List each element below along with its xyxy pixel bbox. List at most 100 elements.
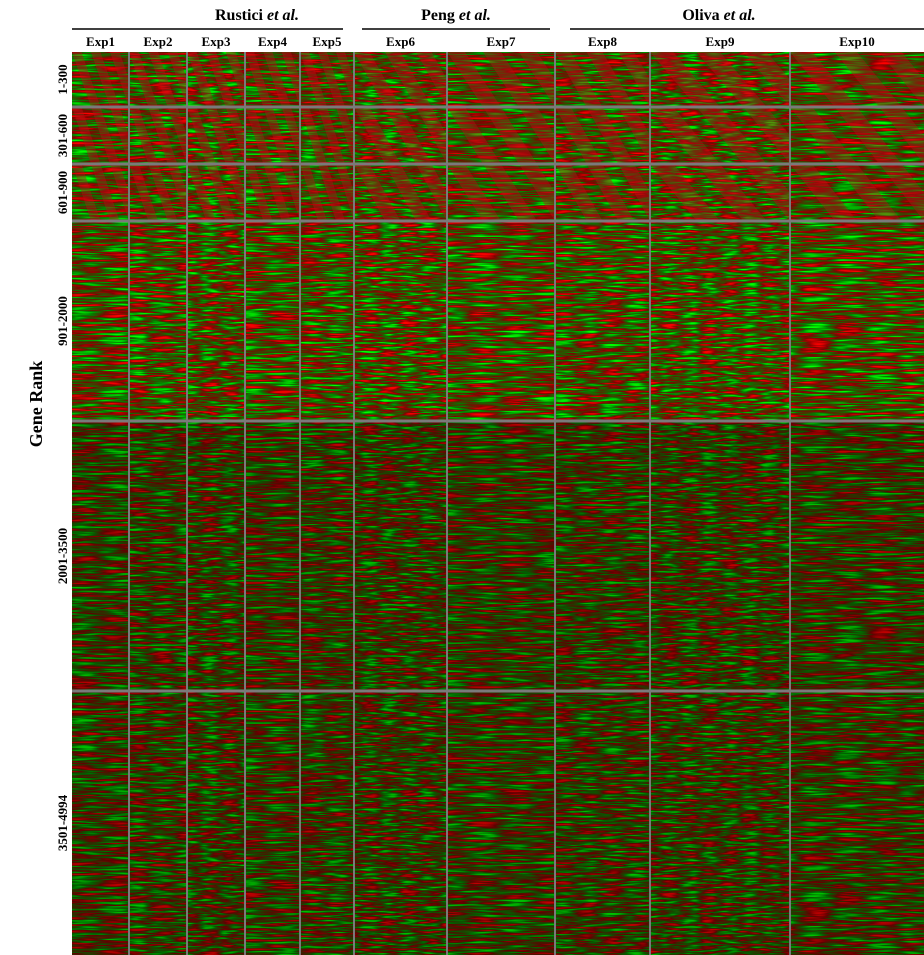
- heat-band: [834, 107, 902, 164]
- heat-band: [354, 107, 401, 164]
- group-title: Oliva et al.: [682, 7, 755, 24]
- experiment-label: Exp1: [86, 34, 115, 49]
- experiment-label: Exp8: [588, 34, 617, 49]
- heat-column: [555, 52, 650, 955]
- heat-band: [555, 107, 603, 164]
- row-label: 601-900: [55, 171, 70, 214]
- heat-band: [300, 107, 327, 164]
- experiment-label: Exp9: [706, 34, 735, 49]
- heat-band: [206, 164, 236, 221]
- group-name: Oliva: [682, 7, 719, 24]
- heat-band: [696, 52, 767, 107]
- row-label: 901-2000: [55, 296, 70, 346]
- heat-band: [245, 164, 273, 221]
- heat-band: [354, 164, 401, 221]
- heat-band: [148, 52, 178, 107]
- experiment-label: Exp5: [313, 34, 342, 49]
- heat-band: [790, 107, 857, 164]
- group-name: Peng: [421, 7, 455, 24]
- heat-band: [72, 52, 101, 107]
- heat-band: [263, 107, 291, 164]
- experiment-label: Exp6: [386, 34, 415, 49]
- heat-shade: [72, 421, 924, 955]
- heat-band: [834, 164, 902, 221]
- heat-band: [91, 52, 120, 107]
- heat-band: [263, 164, 291, 221]
- heat-column: [790, 52, 924, 955]
- heat-band: [148, 107, 178, 164]
- heat-column: [72, 52, 129, 955]
- row-label: 301-600: [55, 114, 70, 157]
- heat-band: [447, 107, 501, 164]
- group-title: Rustici et al.: [215, 7, 299, 24]
- experiment-label: Exp3: [202, 34, 231, 49]
- heat-band: [483, 164, 537, 221]
- heat-band: [696, 107, 767, 164]
- heat-band: [586, 164, 635, 221]
- row-label: 1-300: [55, 64, 70, 94]
- heat-band: [148, 164, 178, 221]
- experiment-label: Exp4: [258, 34, 287, 49]
- heat-band: [879, 164, 924, 221]
- heat-band: [187, 52, 216, 107]
- group-name: Rustici: [215, 7, 264, 24]
- experiment-label: Exp7: [487, 34, 516, 49]
- heat-band: [650, 52, 720, 107]
- heat-band: [790, 164, 857, 221]
- heat-band: [555, 52, 603, 107]
- heat-column: [300, 52, 354, 955]
- heat-band: [72, 107, 101, 164]
- heat-band: [483, 107, 537, 164]
- heat-band: [187, 107, 216, 164]
- group-suffix: et al.: [724, 7, 756, 24]
- heat-band: [650, 107, 720, 164]
- heat-band: [318, 164, 345, 221]
- group-suffix: et al.: [267, 7, 299, 24]
- experiment-label: Exp2: [144, 34, 173, 49]
- heat-band: [385, 164, 432, 221]
- heat-band: [245, 52, 273, 107]
- heat-column: [447, 52, 555, 955]
- heat-band: [263, 52, 291, 107]
- heat-band: [318, 107, 345, 164]
- heat-band: [129, 107, 158, 164]
- heat-band: [586, 52, 635, 107]
- heat-band: [206, 107, 236, 164]
- heat-band: [879, 52, 924, 107]
- heat-band: [586, 107, 635, 164]
- heat-column: [354, 52, 447, 955]
- heat-column: [129, 52, 187, 955]
- heat-band: [354, 52, 401, 107]
- heat-column: [650, 52, 790, 955]
- heat-column: [245, 52, 300, 955]
- heat-band: [385, 52, 432, 107]
- group-suffix: et al.: [459, 7, 491, 24]
- heat-band: [483, 52, 537, 107]
- heat-band: [129, 52, 158, 107]
- heat-band: [206, 52, 236, 107]
- heat-band: [300, 52, 327, 107]
- heat-band: [650, 164, 720, 221]
- heat-band: [245, 107, 273, 164]
- heat-band: [447, 164, 501, 221]
- heat-band: [790, 52, 857, 107]
- heat-band: [385, 107, 432, 164]
- heat-band: [447, 52, 501, 107]
- heat-band: [834, 52, 902, 107]
- row-label: 3501-4994: [55, 794, 70, 851]
- heat-band: [91, 107, 120, 164]
- heat-band: [187, 164, 216, 221]
- heatmap: [72, 52, 924, 955]
- row-label: 2001-3500: [55, 528, 70, 584]
- heat-band: [696, 164, 767, 221]
- heat-band: [300, 164, 327, 221]
- heat-band: [318, 52, 345, 107]
- heat-band: [879, 107, 924, 164]
- experiment-label: Exp10: [839, 34, 874, 49]
- heat-band: [72, 164, 101, 221]
- heat-band: [91, 164, 120, 221]
- group-title: Peng et al.: [421, 7, 491, 24]
- heat-column: [187, 52, 245, 955]
